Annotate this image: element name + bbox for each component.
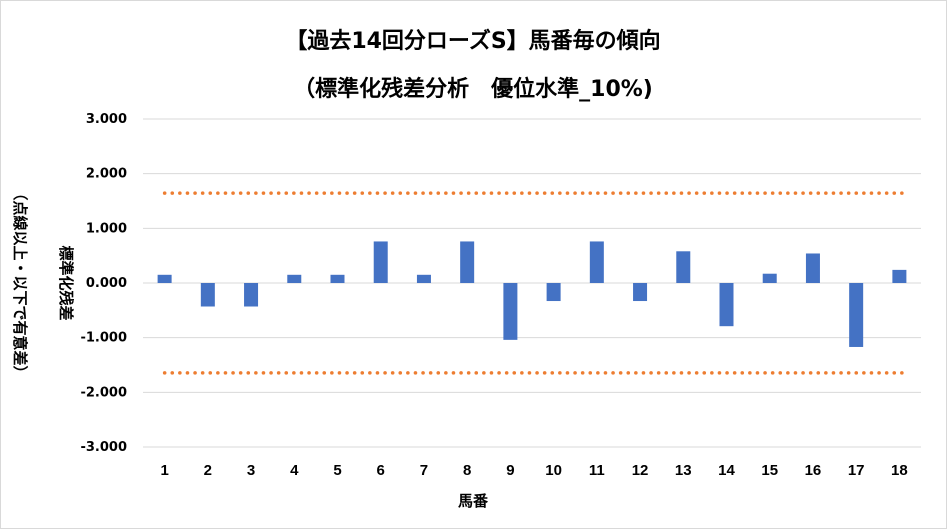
bar-horse-14 [719,283,734,327]
x-tick-label: 12 [632,462,649,479]
chart-subtitle: （標準化残差分析 優位水準_10%) [293,76,653,102]
y-axis-ticks: -3.000 -2.000 -1.000 0.000 1.000 2.000 3.000 [80,112,127,455]
x-tick-label: 16 [805,462,822,479]
bar-horse-15 [762,273,777,283]
bar-horse-3 [244,283,259,307]
x-tick-label: 4 [290,462,299,479]
bar-horse-10 [546,283,561,302]
x-tick-label: 5 [333,462,341,479]
x-tick-label: 14 [718,462,735,479]
x-tick-label: 1 [160,462,168,479]
y-tick-label: 1.000 [86,221,127,236]
bars [157,241,907,347]
y-tick-label: 3.000 [86,112,127,127]
x-tick-label: 15 [761,462,778,479]
bar-horse-18 [892,269,907,283]
bar-horse-4 [287,274,302,283]
bar-horse-17 [849,283,864,347]
bar-horse-16 [805,253,820,283]
bar-horse-6 [373,241,388,283]
bar-horse-8 [460,241,475,283]
x-tick-label: 10 [545,462,562,479]
bar-horse-12 [633,283,648,302]
bar-horse-7 [416,274,431,283]
y-tick-label: -1.000 [80,331,127,346]
y-tick-label: 2.000 [86,167,127,182]
gridlines [143,118,921,448]
y-tick-label: 0.000 [86,276,127,291]
x-tick-label: 3 [247,462,255,479]
bar-horse-2 [200,283,215,307]
bar-horse-5 [330,274,345,283]
x-tick-label: 7 [420,462,428,479]
x-tick-label: 17 [848,462,865,479]
bar-horse-9 [503,283,518,340]
x-axis-ticks: 1 2 3 4 5 6 7 8 9 10 11 12 13 14 15 16 17 18 [160,462,907,479]
bar-horse-1 [157,274,172,283]
x-tick-label: 2 [204,462,212,479]
bar-horse-11 [589,241,604,283]
x-tick-label: 6 [377,462,385,479]
x-axis-title: 馬番 [458,492,489,510]
x-tick-label: 9 [506,462,514,479]
x-tick-label: 11 [589,462,605,479]
y-tick-label: -2.000 [80,385,127,400]
chart-title: 【過去14回分ローズS】馬番毎の傾向 [285,28,660,54]
y-tick-label: -3.000 [80,440,127,455]
x-tick-label: 18 [891,462,908,479]
y-axis-title: 標準化残差 [57,245,75,320]
x-tick-label: 13 [675,462,692,479]
y-axis-note: （点線以上・以下で有意差） [11,185,29,380]
x-tick-label: 8 [463,462,471,479]
bar-horse-13 [676,251,691,283]
